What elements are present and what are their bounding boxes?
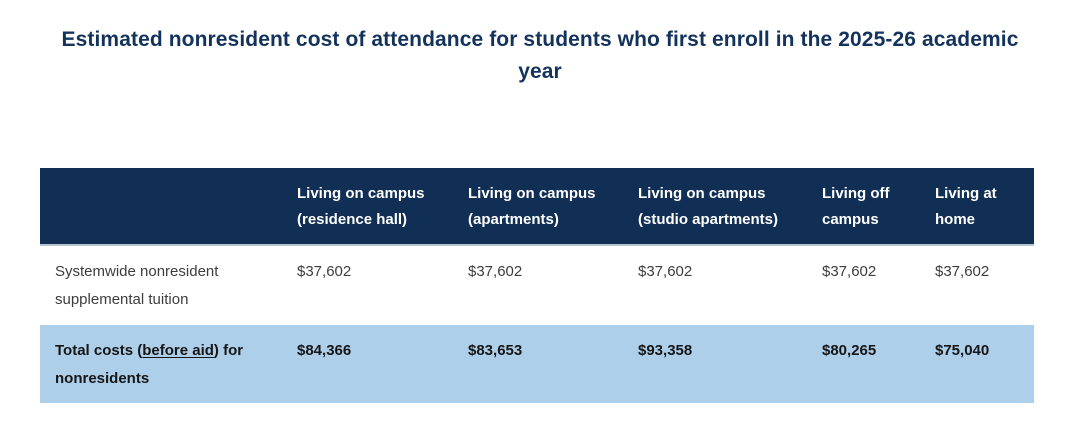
cost-cell: $75,040 — [935, 342, 990, 359]
page-title: Estimated nonresident cost of attendance… — [61, 28, 1019, 83]
table-header-row: Living on campus (residence hall) Living… — [40, 168, 1034, 246]
total-costs-label-post: ) for nonresidents — [55, 342, 244, 387]
cost-cell: $84,366 — [297, 342, 352, 359]
cost-cell: $37,602 — [468, 263, 523, 280]
cost-cell: $37,602 — [297, 263, 352, 280]
column-header-studio-apartments: Living on campus (studio apartments) — [623, 168, 807, 246]
column-header-empty — [40, 168, 282, 246]
table-row-total-costs: Total costs (before aid) for nonresident… — [40, 325, 1034, 403]
column-header-apartments: Living on campus (apartments) — [453, 168, 623, 246]
cost-cell: $37,602 — [822, 263, 877, 280]
cost-cell: $93,358 — [638, 342, 693, 359]
column-header-off-campus: Living off campus — [807, 168, 920, 246]
cost-table: Living on campus (residence hall) Living… — [40, 168, 1034, 403]
cost-cell: $80,265 — [822, 342, 877, 359]
before-aid-link[interactable]: before aid — [142, 342, 214, 359]
column-header-residence-hall: Living on campus (residence hall) — [282, 168, 453, 246]
total-costs-label-pre: Total costs ( — [55, 342, 143, 359]
column-header-at-home: Living at home — [920, 168, 1034, 246]
cost-cell: $37,602 — [935, 263, 990, 280]
table-row-supplemental-tuition: Systemwide nonresident supplemental tuit… — [40, 245, 1034, 325]
cost-cell: $83,653 — [468, 342, 523, 359]
row-label-supplemental-tuition: Systemwide nonresident supplemental tuit… — [55, 263, 219, 308]
row-label-total-costs: Total costs (before aid) for nonresident… — [40, 325, 282, 403]
cost-cell: $37,602 — [638, 263, 693, 280]
